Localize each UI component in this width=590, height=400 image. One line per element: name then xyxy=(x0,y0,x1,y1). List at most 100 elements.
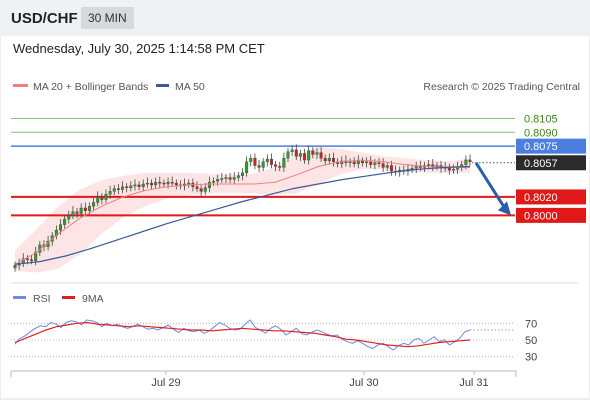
candle-body xyxy=(203,187,207,192)
candle-body xyxy=(236,175,240,178)
chart-datetime: Wednesday, July 30, 2025 1:14:58 PM CET xyxy=(13,41,265,56)
ma50-line xyxy=(14,165,471,265)
candle-body xyxy=(418,166,422,168)
candle-body xyxy=(298,153,302,157)
ma20-line xyxy=(14,159,470,265)
candle-body xyxy=(79,207,83,214)
candle-body xyxy=(232,177,236,180)
candle-body xyxy=(257,165,261,168)
rsi-ticks: 70 50 30 xyxy=(525,318,537,363)
candle-body xyxy=(427,164,431,166)
candle-body xyxy=(224,177,228,179)
legend-ma20-swatch xyxy=(13,84,28,87)
candle-body xyxy=(170,181,174,184)
candle-body xyxy=(307,150,311,161)
candle-body xyxy=(315,152,319,155)
bollinger-band-fill xyxy=(15,147,470,273)
candle-body xyxy=(228,177,232,180)
candle-body xyxy=(332,157,336,163)
candle-body xyxy=(286,151,290,159)
legend-rsi-ma-swatch xyxy=(62,296,75,299)
rsi-lines xyxy=(14,319,515,351)
candle-body xyxy=(278,166,282,168)
rsi-ma-line xyxy=(14,321,471,348)
moving-averages xyxy=(14,159,471,265)
legend-rsi-ma-label: 9MA xyxy=(82,293,104,305)
candle-body xyxy=(195,186,199,189)
price-plot: 0.8105 0.8090 0.8075 0.8057 0.8020 0.8000 xyxy=(11,113,586,273)
legend-credit: Research © 2025 Trading Central xyxy=(423,81,580,93)
candle-body xyxy=(96,196,100,203)
x-tick-label-1: Jul 30 xyxy=(349,377,378,389)
candle-body xyxy=(253,157,257,166)
candle-body xyxy=(104,193,108,200)
rsi-tick-50: 50 xyxy=(525,335,537,347)
level-label-0.8075: 0.8075 xyxy=(524,141,558,153)
candle-body xyxy=(83,207,87,211)
candle-body xyxy=(162,182,166,185)
rsi-grid xyxy=(11,322,515,358)
candle-body xyxy=(356,160,360,164)
candle-body xyxy=(174,182,178,186)
candle-body xyxy=(369,161,373,165)
candle-body xyxy=(323,157,327,162)
candle-body xyxy=(137,184,141,187)
candle-body xyxy=(414,166,418,169)
projection-arrow xyxy=(474,161,511,216)
candle-body xyxy=(207,181,211,188)
level-label-0.8020: 0.8020 xyxy=(524,192,558,204)
level-label-bg-0.8000 xyxy=(516,207,586,223)
rsi-line xyxy=(14,319,471,351)
candle-body xyxy=(75,211,79,214)
candle-body xyxy=(327,157,331,162)
candle-body xyxy=(220,178,224,180)
candle-body xyxy=(63,218,67,225)
legend-rsi-label: RSI xyxy=(33,293,51,305)
level-label-0.8000: 0.8000 xyxy=(524,210,558,222)
candle-body xyxy=(116,188,120,190)
legend-ma50-label: MA 50 xyxy=(175,81,205,93)
candle-body xyxy=(71,211,75,216)
candle-body xyxy=(249,157,253,163)
candle-body xyxy=(154,181,158,186)
x-axis-ticks: Jul 29 Jul 30 Jul 31 xyxy=(151,371,489,389)
candle-body xyxy=(261,161,265,168)
candle-body xyxy=(381,163,385,168)
projection-arrow-head xyxy=(498,201,511,216)
candle-body xyxy=(108,191,112,195)
x-tick-label-0: Jul 29 xyxy=(151,377,180,389)
candle-body xyxy=(365,161,369,164)
candle-body xyxy=(360,160,364,163)
candle-body xyxy=(451,169,455,171)
candle-body xyxy=(373,162,377,165)
candle-body xyxy=(141,183,145,187)
rsi-tick-30: 30 xyxy=(525,352,537,364)
projection-arrow-shaft xyxy=(474,161,507,210)
candle-body xyxy=(13,265,17,269)
candle-body xyxy=(265,158,269,163)
candle-body xyxy=(245,161,249,174)
candle-body xyxy=(240,172,244,176)
chart-header: USD/CHF 30 MIN xyxy=(0,0,590,36)
x-tick-label-2: Jul 31 xyxy=(459,377,488,389)
candle-body xyxy=(294,149,298,157)
candle-body xyxy=(352,161,356,164)
candle-body xyxy=(311,150,315,155)
candle-body xyxy=(389,165,393,172)
legend-ma20-label: MA 20 + Bollinger Bands xyxy=(33,81,148,93)
candle-body xyxy=(410,168,414,170)
level-label-bg-0.8075 xyxy=(516,138,586,154)
candle-body xyxy=(67,215,71,220)
level-label-0.8090: 0.8090 xyxy=(524,127,558,139)
level-labels: 0.8105 0.8090 0.8075 0.8057 0.8020 0.8000 xyxy=(516,113,586,223)
bollinger-band xyxy=(15,147,470,273)
candle-body xyxy=(100,196,104,200)
candle-body xyxy=(25,258,29,260)
candle-body xyxy=(216,179,220,182)
timeframe-badge[interactable]: 30 MIN xyxy=(81,7,134,29)
candle-body xyxy=(129,185,133,188)
legend-rsi-swatch xyxy=(13,296,26,299)
candle-body xyxy=(464,159,468,165)
candle-body xyxy=(59,224,63,231)
